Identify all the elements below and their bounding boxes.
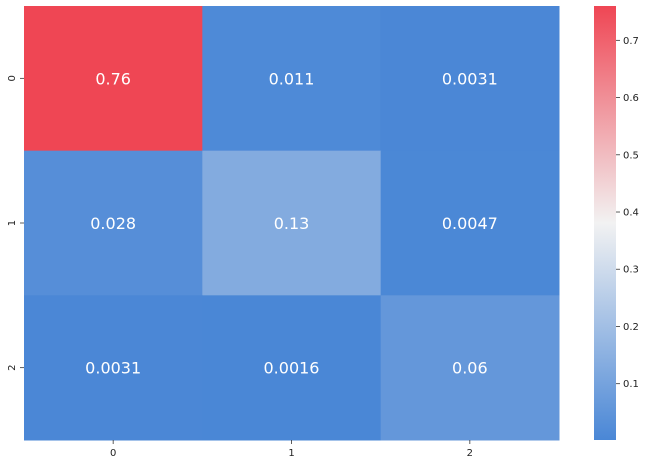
colorbar-tick-label-0: 0.1 [623,379,639,390]
x-tick-label-2: 2 [467,448,473,459]
colorbar-gradient [594,6,616,440]
heatmap-cell-2-2 [380,295,560,441]
heatmap-cells [24,6,560,441]
cell-value-label-1-1: 0.13 [274,214,310,233]
heatmap-cell-1-1 [202,150,382,296]
heatmap-cell-1-0 [24,150,203,296]
heatmap-cell-0-1 [202,6,382,152]
colorbar-tick-label-5: 0.6 [623,93,639,104]
cell-value-label-0-0: 0.76 [95,69,131,88]
heatmap-cell-0-0 [24,6,203,152]
y-tick-label-2: 2 [7,364,18,370]
heatmap-cell-2-0 [24,295,203,441]
heatmap-cell-1-2 [380,150,560,296]
colorbar-tick-label-6: 0.7 [623,36,639,47]
cell-value-label-2-1: 0.0016 [264,359,320,378]
cell-value-label-1-2: 0.0047 [442,214,498,233]
cell-value-label-2-0: 0.0031 [85,359,141,378]
y-tick-label-0: 0 [7,75,18,81]
x-axis-ticks: 0 1 2 [110,440,473,459]
cell-value-label-2-2: 0.06 [452,359,488,378]
cell-value-label-1-0: 0.028 [90,214,136,233]
heatmap-cell-labels: 0.76 0.011 0.0031 0.028 0.13 0.0047 0.0031 0.00… [85,69,498,377]
cell-value-label-0-2: 0.0031 [442,69,498,88]
y-tick-label-1: 1 [7,220,18,226]
x-tick-label-1: 1 [288,448,294,459]
heatmap-cell-2-1 [202,295,382,441]
colorbar-tick-label-1: 0.2 [623,322,639,333]
heatmap-cell-0-2 [380,6,560,152]
x-tick-label-0: 0 [110,448,116,459]
colorbar: 0.1 0.2 0.3 0.4 0.5 0.6 0.7 [594,6,639,440]
cell-value-label-0-1: 0.011 [269,69,315,88]
colorbar-tick-label-4: 0.5 [623,150,639,161]
y-axis-ticks: 0 1 2 [7,75,24,371]
colorbar-tick-label-2: 0.3 [623,265,639,276]
colorbar-tick-label-3: 0.4 [623,208,639,219]
